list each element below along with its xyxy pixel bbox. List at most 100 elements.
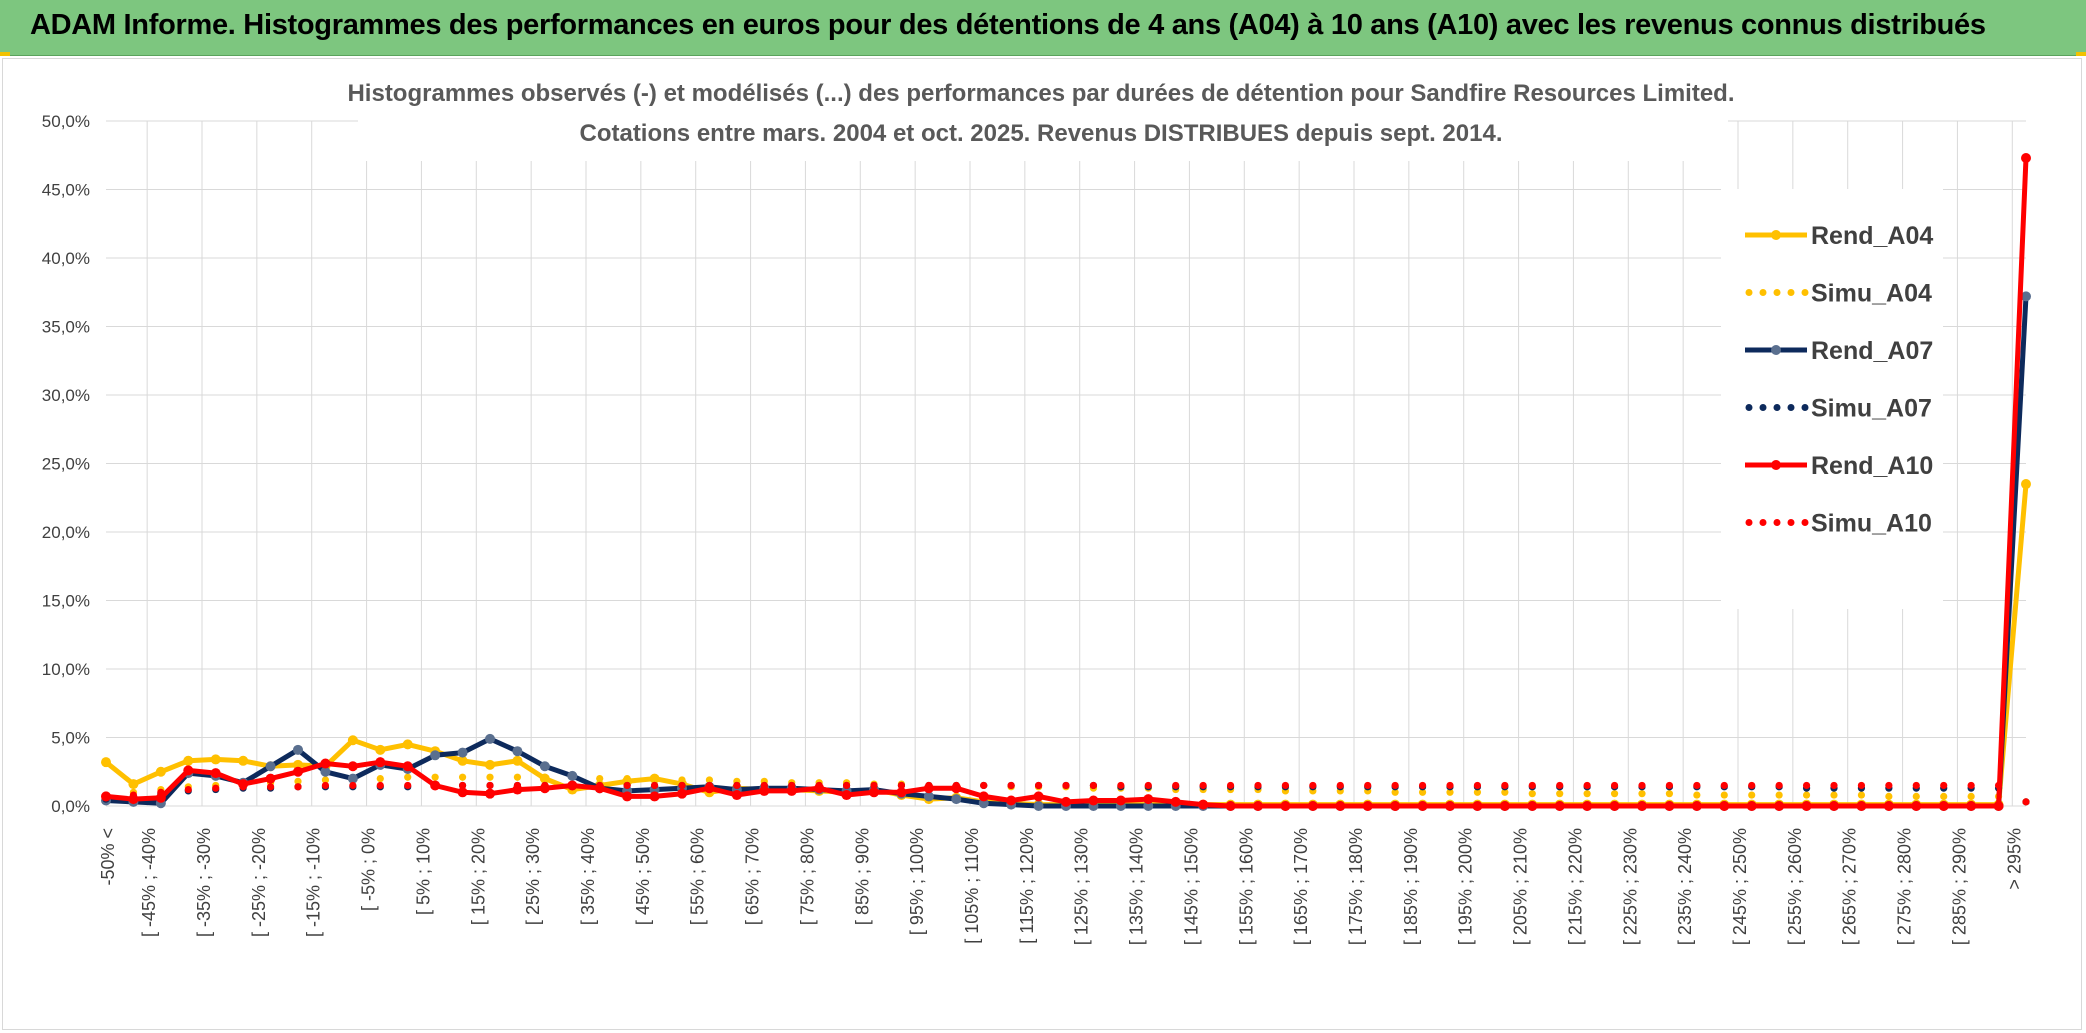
data-point-Simu_A10 xyxy=(1281,781,1290,790)
x-tick-label: [ 45% ; 50% xyxy=(633,828,653,925)
data-point-Simu_A10 xyxy=(212,784,220,792)
data-point-Simu_A10 xyxy=(541,781,549,790)
y-tick-label: 35,0% xyxy=(42,318,90,337)
data-point-Rend_A04 xyxy=(347,735,358,746)
legend-marker-Rend_A04 xyxy=(1771,230,1781,240)
x-tick-label: [ 235% ; 240% xyxy=(1675,828,1695,945)
x-tick-label: [ 185% ; 190% xyxy=(1401,828,1421,945)
x-tick-label: [ -15% ; -10% xyxy=(304,828,324,937)
data-point-Simu_A10 xyxy=(1775,781,1783,790)
data-point-Rend_A10 xyxy=(1993,801,2004,811)
x-tick-label: [ 105% ; 110% xyxy=(962,828,982,944)
x-tick-label: [ 55% ; 60% xyxy=(688,828,708,925)
x-tick-label: [ 275% ; 280% xyxy=(1895,828,1915,945)
data-point-Simu_A10 xyxy=(1254,781,1262,790)
data-point-Simu_A10 xyxy=(1693,781,1701,790)
data-point-Simu_A04 xyxy=(1748,791,1756,799)
data-point-Rend_A10 xyxy=(677,788,687,799)
legend-background xyxy=(1721,189,1943,609)
data-point-Rend_A07 xyxy=(430,750,441,761)
x-tick-label: [ 265% ; 270% xyxy=(1840,828,1860,945)
data-point-Simu_A10 xyxy=(952,781,960,790)
data-point-Simu_A04 xyxy=(705,776,714,784)
x-tick-label: [ 255% ; 260% xyxy=(1785,828,1805,945)
data-point-Rend_A10 xyxy=(320,758,331,769)
data-point-Simu_A04 xyxy=(596,775,604,783)
x-tick-label: [ 95% ; 100% xyxy=(907,828,927,935)
data-point-Simu_A10 xyxy=(788,781,796,790)
data-point-Simu_A04 xyxy=(294,777,302,785)
x-tick-label: [ 175% ; 180% xyxy=(1346,828,1366,945)
data-point-Simu_A04 xyxy=(1720,791,1728,799)
legend-swatch-Simu_A10 xyxy=(1787,519,1795,526)
data-point-Rend_A07 xyxy=(951,794,962,805)
x-tick-label: [ 15% ; 20% xyxy=(468,828,488,925)
data-point-Simu_A10 xyxy=(1830,781,1838,790)
x-tick-label: [ 165% ; 170% xyxy=(1291,828,1311,945)
data-point-Rend_A10 xyxy=(1829,801,1839,811)
data-point-Rend_A10 xyxy=(210,768,221,779)
data-point-Rend_A10 xyxy=(786,785,797,796)
data-point-Simu_A04 xyxy=(321,776,330,784)
data-point-Rend_A10 xyxy=(183,765,194,776)
data-point-Simu_A10 xyxy=(239,783,247,791)
data-point-Simu_A10 xyxy=(623,781,631,790)
legend-swatch-Simu_A10 xyxy=(1773,519,1781,526)
data-point-Rend_A10 xyxy=(1280,801,1291,811)
data-point-Simu_A10 xyxy=(1418,781,1427,790)
data-point-Rend_A07 xyxy=(923,791,934,802)
x-tick-label: [ 245% ; 250% xyxy=(1730,828,1750,945)
data-point-Rend_A10 xyxy=(1966,801,1977,811)
legend-label-Rend_A07: Rend_A07 xyxy=(1811,337,1933,365)
data-point-Simu_A10 xyxy=(1912,781,1920,790)
data-point-Rend_A10 xyxy=(1088,795,1099,806)
data-point-Rend_A07 xyxy=(539,761,550,772)
x-tick-label: [ 25% ; 30% xyxy=(523,828,543,925)
data-point-Rend_A07 xyxy=(512,746,523,757)
data-point-Rend_A04 xyxy=(101,757,111,768)
x-tick-label: [ 35% ; 40% xyxy=(578,828,598,925)
data-point-Simu_A10 xyxy=(2022,798,2030,806)
legend-label-Rend_A04: Rend_A04 xyxy=(1811,222,1933,250)
data-point-Simu_A10 xyxy=(733,781,741,790)
data-point-Rend_A04 xyxy=(155,766,166,777)
data-point-Rend_A10 xyxy=(1307,801,1318,811)
data-point-Simu_A10 xyxy=(1089,781,1098,790)
y-tick-label: 40,0% xyxy=(42,249,90,268)
data-point-Rend_A07 xyxy=(1143,801,1154,811)
data-point-Rend_A10 xyxy=(841,790,852,801)
data-point-Simu_A10 xyxy=(1940,781,1948,790)
data-point-Rend_A10 xyxy=(1664,801,1675,811)
data-point-Rend_A10 xyxy=(1417,801,1428,811)
data-point-Simu_A10 xyxy=(1994,781,2003,790)
legend-marker-Rend_A07 xyxy=(1771,345,1781,355)
data-point-Simu_A10 xyxy=(1034,781,1043,790)
data-point-Simu_A10 xyxy=(842,781,851,790)
data-point-Rend_A04 xyxy=(183,755,194,766)
legend-label-Simu_A04: Simu_A04 xyxy=(1811,280,1932,308)
data-point-Rend_A10 xyxy=(1253,801,1263,811)
legend-swatch-Simu_A04 xyxy=(1759,289,1767,296)
data-point-Simu_A10 xyxy=(1748,781,1756,790)
y-tick-label: 25,0% xyxy=(42,455,90,474)
data-point-Rend_A10 xyxy=(1856,801,1867,811)
x-tick-label: [ 5% ; 10% xyxy=(413,828,433,915)
data-point-Rend_A04 xyxy=(238,755,249,766)
data-point-Simu_A10 xyxy=(184,785,192,794)
chart-title-line: Cotations entre mars. 2004 et oct. 2025.… xyxy=(579,120,1502,147)
legend-swatch-Simu_A10 xyxy=(1745,519,1753,526)
y-tick-label: 30,0% xyxy=(42,386,90,405)
data-point-Rend_A10 xyxy=(1883,801,1894,811)
data-point-Rend_A10 xyxy=(1143,794,1154,805)
data-point-Rend_A10 xyxy=(1582,801,1593,811)
data-point-Rend_A10 xyxy=(1033,791,1044,802)
data-point-Rend_A07 xyxy=(1033,801,1044,811)
data-point-Simu_A04 xyxy=(1418,788,1427,796)
data-point-Simu_A04 xyxy=(1583,790,1591,798)
data-point-Rend_A10 xyxy=(1637,801,1647,811)
data-point-Simu_A10 xyxy=(1117,781,1125,790)
data-point-Simu_A04 xyxy=(541,773,549,781)
corner-accent-left xyxy=(0,52,10,56)
legend-swatch-Simu_A07 xyxy=(1787,404,1795,411)
data-point-Rend_A10 xyxy=(869,787,879,798)
